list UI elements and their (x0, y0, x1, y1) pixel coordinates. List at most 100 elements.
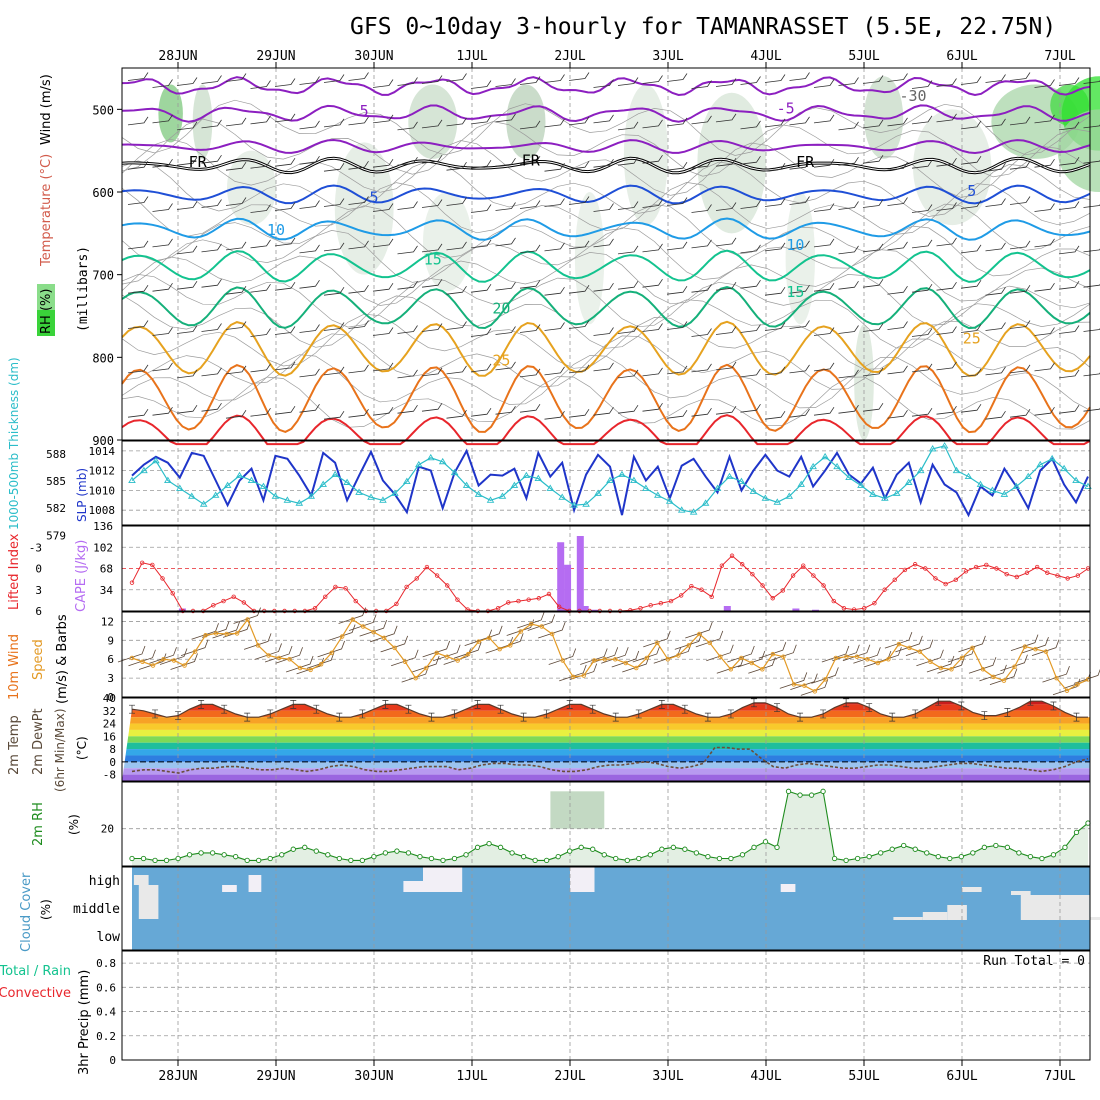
lifted-index-marker (434, 573, 440, 578)
rh-marker (175, 855, 181, 862)
wind-speed-marker (1043, 649, 1049, 654)
wind-barb (1058, 280, 1080, 290)
wind-barb (127, 72, 149, 81)
thickness-marker (893, 489, 901, 496)
wind-barb (960, 155, 982, 165)
thickness-marker (689, 508, 698, 515)
temp-minmax-marker (566, 700, 573, 709)
wind-barb (201, 119, 222, 129)
rh-legend-swatch (37, 284, 55, 310)
rh-area (132, 791, 1088, 866)
contour-label: 10 (267, 221, 285, 239)
lifted-index-marker (790, 573, 796, 578)
wind-barb (299, 403, 320, 413)
wind-barb (397, 280, 418, 290)
wind-barb (372, 282, 394, 292)
wind-speed-marker (676, 653, 681, 658)
rh-marker (751, 844, 757, 850)
thickness-marker (845, 473, 853, 481)
x-tick-label-top: 30JUN (354, 49, 393, 64)
lifted-index-marker (160, 576, 165, 581)
thickness-marker (367, 493, 375, 500)
wind-barb (299, 120, 320, 130)
thickness-marker (140, 466, 148, 474)
wind-barb (470, 328, 492, 337)
cape-bar (591, 609, 599, 611)
surface-wind-barb (1000, 654, 1028, 672)
temperature-line (131, 700, 1088, 718)
wind-speed-marker (644, 655, 650, 661)
wind-barb (862, 278, 884, 288)
isotherm-line (121, 320, 1091, 377)
y-axis-label: Lifted Index (7, 533, 22, 610)
rh-marker (290, 846, 296, 852)
temp-minmax-marker (152, 709, 159, 719)
wind-speed-marker (655, 640, 660, 646)
wind-barb (691, 363, 712, 373)
wind-barb (666, 321, 688, 330)
y-tick-label: 68 (100, 563, 113, 576)
lifted-index-marker (333, 584, 338, 590)
wind-barb (1034, 158, 1055, 168)
rh-marker (244, 857, 250, 864)
wind-barb (936, 405, 957, 415)
thickness-marker (474, 490, 483, 497)
wind-barb (299, 368, 320, 378)
wind-barb (642, 243, 663, 253)
wind-barb (372, 362, 394, 372)
wind-barb (127, 320, 149, 329)
thickness-marker (988, 486, 997, 493)
surface-wind-barb (716, 657, 745, 674)
rh-marker (693, 850, 700, 856)
wind-barb (764, 410, 786, 420)
lifted-index-marker (912, 562, 918, 567)
surface-wind-barb (380, 635, 409, 653)
wind-barb (642, 323, 663, 332)
surface-wind-barb (790, 673, 818, 691)
panel-frame (121, 866, 1091, 951)
wind-speed-marker (276, 655, 282, 661)
thickness-marker (319, 480, 327, 487)
wind-barb (715, 326, 737, 335)
wind-barb (446, 365, 467, 375)
wind-barb (397, 156, 418, 166)
y-axis-label: CAPE (J/kg) (74, 540, 89, 612)
thickness-marker (797, 480, 805, 487)
cape-bar (576, 536, 584, 611)
thickness-marker (199, 500, 208, 507)
thickness-marker (821, 452, 829, 460)
temp-minmax-marker (889, 712, 896, 722)
lifted-index-marker (994, 566, 999, 571)
contour-label: -30 (899, 87, 926, 105)
y-tick-label: 0.4 (96, 1006, 116, 1019)
wind-barb (299, 279, 320, 289)
temp-minmax-marker (520, 712, 527, 722)
wind-barb (544, 366, 565, 376)
wind-barb (617, 280, 639, 290)
wind-speed-marker (781, 654, 786, 659)
wind-speed-marker (613, 656, 618, 662)
thickness-marker (486, 496, 495, 503)
surface-wind-barb (611, 650, 640, 668)
cloud-cover-fill (132, 867, 1090, 950)
wind-barb (642, 119, 663, 129)
temperature-band (122, 761, 1090, 769)
wind-barb (960, 244, 982, 254)
rh-contour-line (121, 182, 1091, 237)
wind-barb (299, 76, 320, 85)
wind-barb (764, 162, 786, 172)
wind-barb (568, 240, 590, 250)
y-axis-label: Speed (31, 639, 46, 680)
lifted-index-marker (658, 601, 664, 606)
rh-marker (186, 852, 193, 858)
temp-minmax-marker (1004, 708, 1011, 717)
wind-barb (911, 283, 933, 293)
wind-barb (887, 365, 908, 375)
thickness-marker (247, 476, 256, 483)
isotherm-line (121, 286, 1091, 330)
surface-wind-barb (506, 619, 535, 636)
wind-barb (764, 74, 786, 83)
cloud-gap (403, 881, 423, 892)
wind-speed-marker (665, 656, 671, 662)
rh-marker (935, 854, 941, 860)
